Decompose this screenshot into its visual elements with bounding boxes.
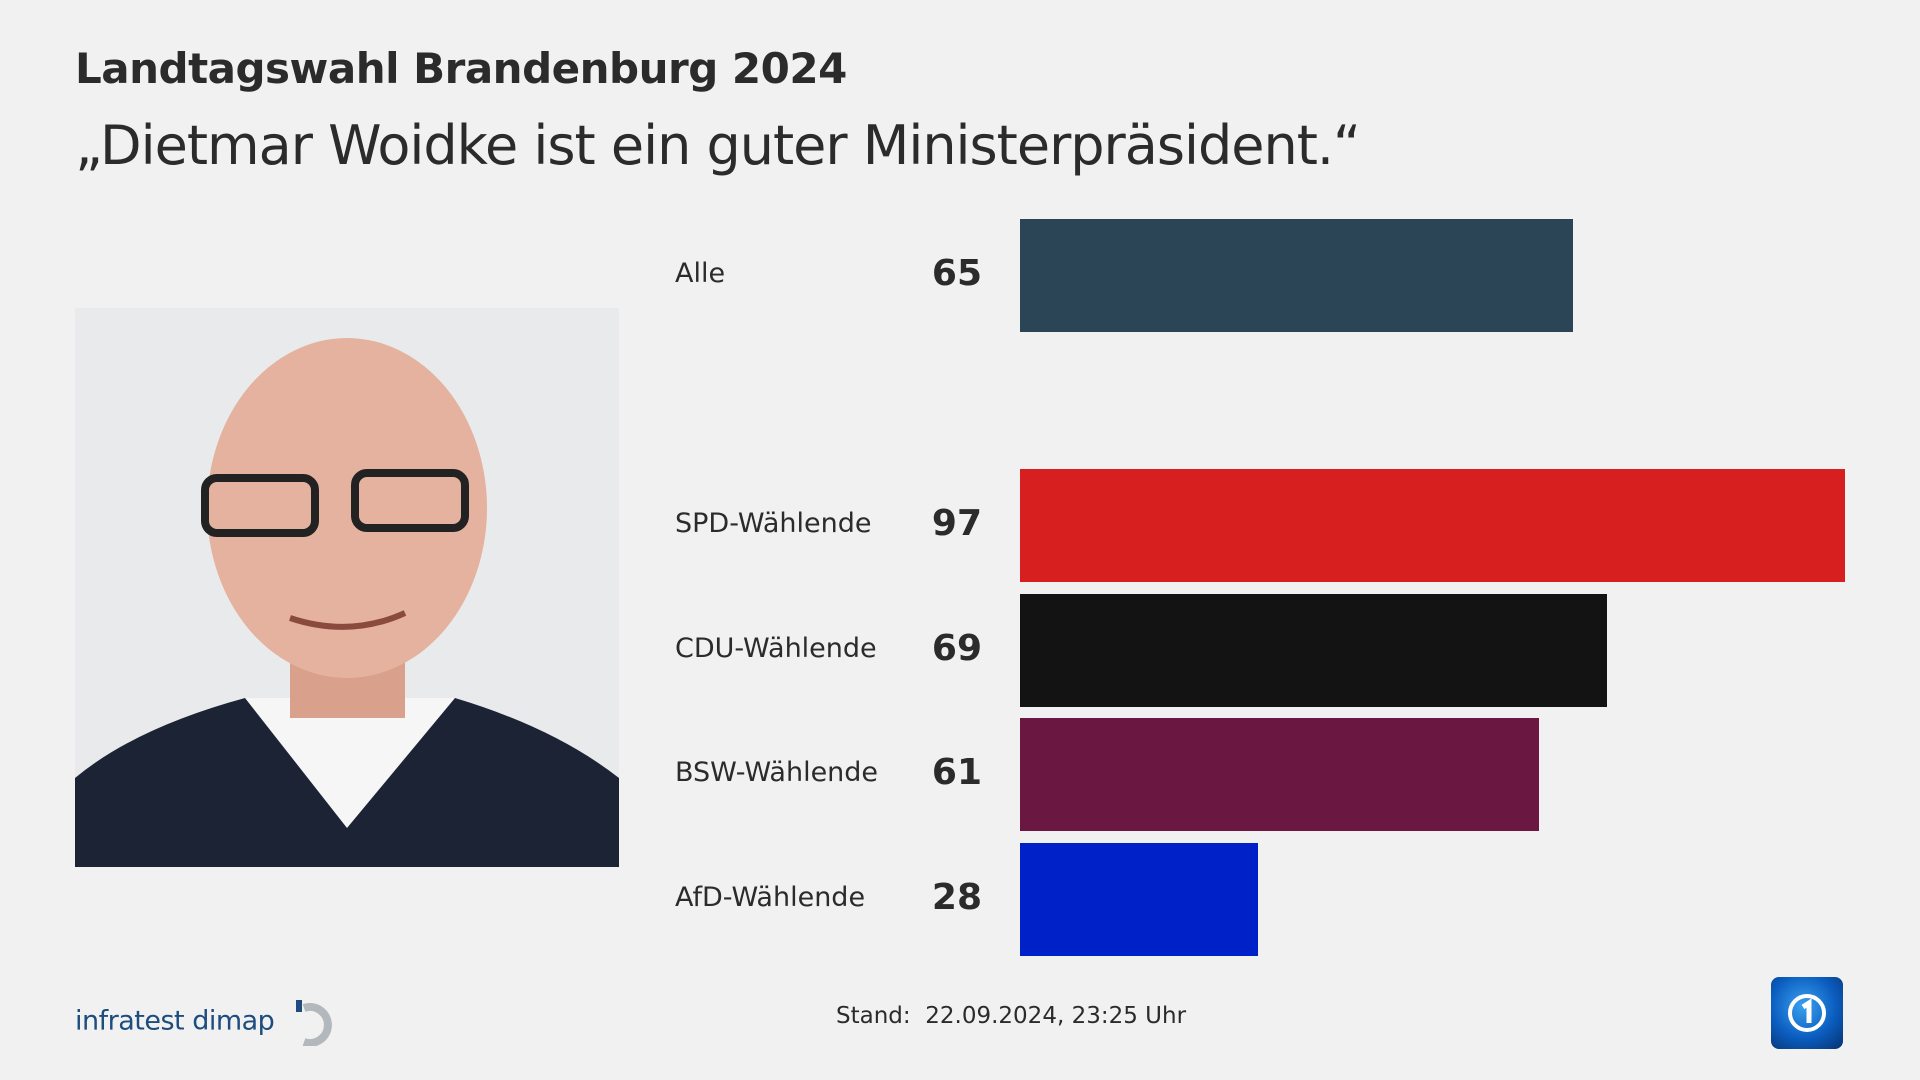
infratest-icon xyxy=(296,1000,333,1047)
label-spd: SPD-Wählende xyxy=(675,508,872,539)
page-subtitle: „Dietmar Woidke ist ein guter Ministerpr… xyxy=(75,114,1361,177)
label-bsw: BSW-Wählende xyxy=(675,757,879,788)
bar-afd xyxy=(1020,843,1259,956)
value-alle: 65 xyxy=(931,253,982,294)
label-afd: AfD-Wählende xyxy=(675,882,866,913)
bar-alle xyxy=(1020,219,1573,332)
page-title: Landtagswahl Brandenburg 2024 xyxy=(75,44,847,93)
bar-spd xyxy=(1020,469,1845,582)
value-afd: 28 xyxy=(931,877,982,918)
stand-timestamp: Stand: 22.09.2024, 23:25 Uhr xyxy=(836,1003,1187,1029)
label-alle: Alle xyxy=(675,258,726,289)
bar-cdu xyxy=(1020,594,1607,707)
value-cdu: 69 xyxy=(931,628,982,669)
infratest-dimap-logo: infratest dimap xyxy=(75,998,338,1047)
source-text: infratest dimap xyxy=(75,1005,275,1037)
bar-bsw xyxy=(1020,718,1539,831)
portrait-photo xyxy=(75,308,619,867)
label-cdu: CDU-Wählende xyxy=(675,633,877,664)
value-bsw: 61 xyxy=(931,752,982,793)
value-spd: 97 xyxy=(931,503,982,544)
ard-logo-icon xyxy=(1771,977,1843,1049)
